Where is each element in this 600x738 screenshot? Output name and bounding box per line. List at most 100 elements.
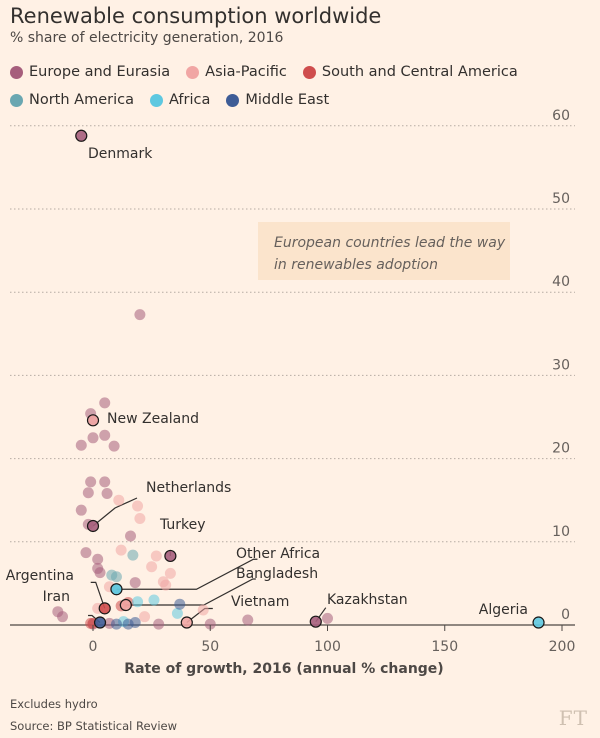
point-europe-and-eurasia-10: [99, 476, 111, 488]
point-europe-and-eurasia-2: [99, 397, 111, 409]
point-asia-pacific-4: [115, 544, 127, 556]
ft-logo: FT: [558, 706, 588, 730]
point-europe-and-eurasia-1: [134, 309, 146, 321]
legend-label-asia-pacific: Asia-Pacific: [205, 64, 287, 80]
leader-line-argentina: [90, 581, 106, 609]
legend-item-middle-east: Middle East: [226, 92, 329, 108]
label-bangladesh: Bangladesh: [236, 566, 318, 582]
point-denmark: [75, 129, 88, 142]
point-turkey: [164, 549, 177, 563]
point-europe-and-eurasia-31: [153, 618, 165, 630]
label-netherlands: Netherlands: [146, 480, 231, 496]
point-asia-pacific-5: [150, 550, 162, 562]
legend-swatch-europe: [10, 65, 23, 79]
point-europe-and-eurasia-8: [108, 440, 120, 452]
point-europe-and-eurasia-16: [125, 530, 137, 542]
label-other-africa: Other Africa: [236, 546, 320, 562]
label-turkey: Turkey: [159, 517, 206, 533]
point-europe-and-eurasia-5: [99, 429, 111, 441]
point-europe-and-eurasia-9: [85, 476, 97, 488]
point-europe-and-eurasia-28: [242, 614, 254, 626]
legend-swatch-africa: [149, 93, 163, 107]
point-asia-pacific-12: [139, 611, 151, 623]
legend-row-1: Europe and Eurasia Asia-Pacific South an…: [10, 64, 534, 80]
point-north-america-0: [127, 549, 139, 561]
label-algeria: Algeria: [479, 602, 528, 618]
point-europe-and-eurasia-20: [94, 567, 106, 579]
point-iran: [93, 616, 107, 629]
point-europe-and-eurasia-25: [57, 611, 69, 623]
footnote: Excludes hydro: [10, 697, 98, 711]
legend-label-middle-east: Middle East: [245, 92, 330, 108]
legend-item-asia-pacific: Asia-Pacific: [186, 64, 287, 80]
annotation-text-line-2: in renewables adoption: [274, 257, 438, 273]
x-tick-label-100: 100: [314, 639, 341, 655]
point-europe-and-eurasia-13: [75, 504, 87, 516]
x-axis-title: Rate of growth, 2016 (annual % change): [124, 661, 443, 677]
point-asia-pacific-3: [113, 494, 125, 506]
annotation-box: [258, 222, 510, 280]
legend-item-europe: Europe and Eurasia: [10, 64, 170, 80]
leader-line-netherlands: [92, 497, 138, 527]
label-denmark: Denmark: [88, 146, 153, 162]
point-bangladesh: [119, 598, 132, 612]
label-new-zealand: New Zealand: [107, 411, 199, 427]
point-africa-4: [171, 607, 183, 619]
legend-swatch-asia-pacific: [186, 65, 200, 79]
legend-label-europe: Europe and Eurasia: [29, 64, 171, 80]
point-europe-and-eurasia-18: [92, 553, 104, 565]
y-tick-label-40: 40: [552, 274, 570, 290]
point-europe-and-eurasia-12: [101, 488, 113, 500]
point-europe-and-eurasia-6: [87, 432, 99, 444]
y-tick-label-0: 0: [561, 607, 570, 623]
point-asia-pacific-2: [134, 513, 146, 525]
legend-row-2: North America Africa Middle East: [10, 92, 345, 108]
point-new-zealand: [86, 414, 100, 427]
y-tick-label-20: 20: [552, 441, 570, 457]
label-iran: Iran: [43, 589, 70, 605]
legend-swatch-north-america: [10, 93, 23, 107]
legend-label-south-central-america: South and Central America: [321, 64, 518, 80]
annotation-text-line-1: European countries lead the way: [274, 235, 506, 251]
source-note: Source: BP Statistical Review: [10, 719, 178, 733]
point-europe-and-eurasia-17: [80, 547, 92, 559]
point-europe-and-eurasia-11: [82, 487, 94, 499]
point-north-america-2: [110, 571, 122, 583]
y-tick-label-50: 50: [552, 191, 570, 207]
point-vietnam: [180, 616, 193, 629]
leader-line-bangladesh: [125, 578, 256, 606]
point-europe-and-eurasia-30: [322, 612, 333, 624]
point-middle-east-3: [110, 618, 122, 630]
y-tick-label-10: 10: [552, 524, 570, 540]
x-tick-label-0: 0: [89, 639, 98, 655]
point-asia-pacific-7: [164, 567, 176, 579]
legend-item-africa: Africa: [149, 92, 211, 108]
legend-swatch-middle-east: [226, 93, 240, 107]
label-kazakhstan: Kazakhstan: [327, 592, 408, 608]
point-africa-3: [132, 596, 144, 608]
y-tick-label-60: 60: [552, 108, 570, 124]
x-tick-label-200: 200: [549, 639, 576, 655]
legend-item-south-central-america: South and Central America: [302, 64, 518, 80]
point-argentina: [98, 602, 111, 615]
point-middle-east-2: [174, 598, 186, 610]
legend-swatch-south-central-america: [302, 65, 316, 79]
point-asia-pacific-1: [132, 500, 144, 512]
point-netherlands: [86, 519, 100, 533]
point-algeria: [532, 616, 545, 629]
point-kazakhstan: [309, 615, 322, 628]
legend-item-north-america: North America: [10, 92, 134, 108]
legend-label-north-america: North America: [29, 92, 134, 108]
point-asia-pacific-9: [160, 579, 172, 591]
point-europe-and-eurasia-21: [129, 577, 141, 589]
chart-title: Renewable consumption worldwide: [10, 4, 382, 28]
leader-line-other-africa: [116, 558, 258, 590]
legend-label-africa: Africa: [168, 92, 211, 108]
label-vietnam: Vietnam: [231, 594, 289, 610]
chart-subtitle: % share of electricity generation, 2016: [10, 30, 284, 46]
point-europe-and-eurasia-7: [75, 439, 87, 451]
point-other-africa: [110, 583, 123, 596]
point-middle-east-4: [129, 617, 141, 629]
label-argentina: Argentina: [6, 568, 74, 584]
point-europe-and-eurasia-27: [204, 618, 216, 630]
